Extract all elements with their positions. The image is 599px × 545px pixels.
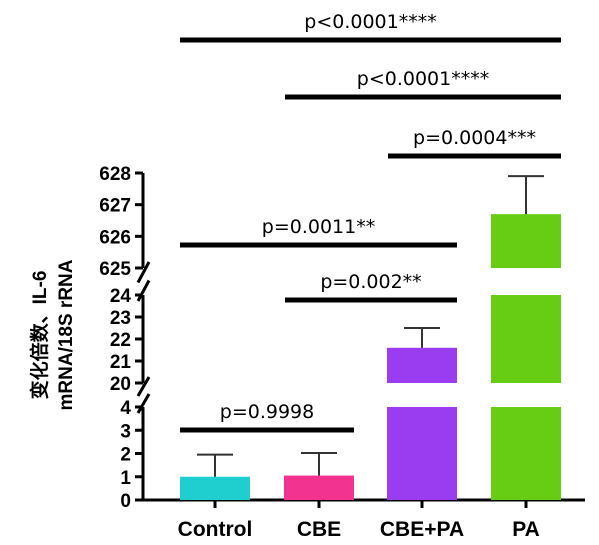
y-tick-label: 626 <box>99 227 131 248</box>
y-tick-label: 1 <box>120 468 131 489</box>
y-tick-label: 4 <box>120 398 131 419</box>
p-value-label: p=0.002** <box>320 271 421 293</box>
comparison-annotations: p<0.0001**** p<0.0001**** p=0.0004*** p=0.0… <box>180 11 561 433</box>
bar <box>491 295 561 383</box>
y-axis-title-line2: mRNA/18S rRNA <box>56 259 77 410</box>
x-tick-label: PA <box>512 518 540 541</box>
y-tick-label: 24 <box>110 286 132 307</box>
bars <box>180 214 561 500</box>
y-tick-label: 21 <box>110 352 132 373</box>
y-axis-title-line1: 变化倍数、IL-6 <box>28 271 51 400</box>
y-tick-label: 2 <box>120 445 131 466</box>
error-bars <box>197 175 544 477</box>
y-tick-label: 23 <box>110 308 131 329</box>
y-tick-label: 0 <box>120 491 131 512</box>
y-tick-label: 22 <box>110 330 131 351</box>
axis-break-mark <box>136 393 151 414</box>
y-tick-label: 628 <box>99 164 131 185</box>
y-tick-label: 625 <box>99 259 131 280</box>
bar <box>491 407 561 500</box>
p-value-label: p<0.0001**** <box>357 68 489 90</box>
y-axis-title: 变化倍数、IL-6 mRNA/18S rRNA <box>28 259 77 410</box>
bar <box>491 214 561 268</box>
bar <box>387 407 457 500</box>
bar <box>284 475 354 500</box>
y-tick-label: 20 <box>110 374 131 395</box>
x-tick-label: CBE <box>297 518 341 541</box>
bar <box>387 347 457 383</box>
y-tick-label: 3 <box>120 421 131 442</box>
x-tick-label: CBE+PA <box>380 518 464 541</box>
axis-break-mark <box>136 376 151 397</box>
p-value-label: p<0.0001**** <box>304 11 436 33</box>
p-value-label: p=0.9998 <box>220 401 314 423</box>
p-value-label: p=0.0004*** <box>413 127 536 149</box>
bar <box>180 476 250 500</box>
axis-break-mark <box>136 261 151 284</box>
x-tick-label: Control <box>178 518 253 541</box>
p-value-label: p=0.0011** <box>262 216 375 238</box>
y-tick-label: 627 <box>99 196 131 217</box>
axis-break-mark <box>136 279 151 302</box>
